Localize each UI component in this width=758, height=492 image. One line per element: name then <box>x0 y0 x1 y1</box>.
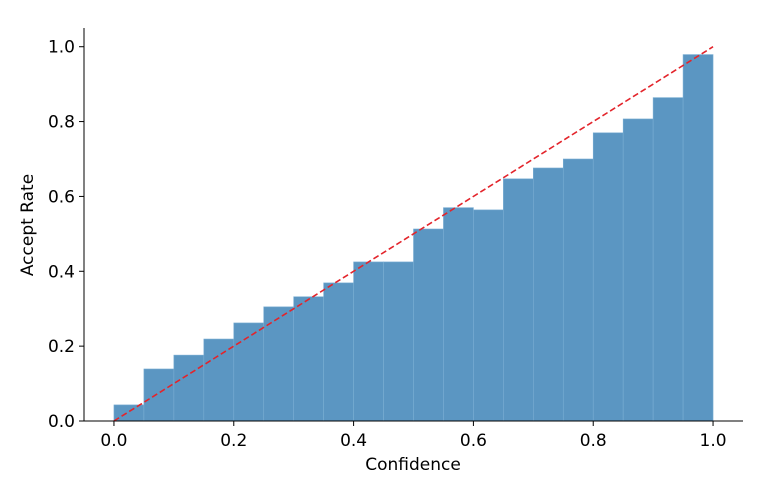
x-axis-label: Confidence <box>365 455 461 475</box>
bar <box>652 97 684 422</box>
bar <box>413 228 444 422</box>
y-tick-label: 1.0 <box>48 38 75 58</box>
y-tick-label: 0.0 <box>48 412 75 432</box>
bar <box>622 118 654 422</box>
bar <box>503 178 534 422</box>
bar <box>473 209 504 422</box>
bar <box>443 207 474 422</box>
bar <box>293 296 324 422</box>
x-tick-label: 0.2 <box>220 431 247 451</box>
bar <box>263 306 294 422</box>
bar <box>173 354 205 422</box>
x-tick-label: 0.8 <box>580 431 607 451</box>
y-tick-label: 0.2 <box>48 337 75 357</box>
bar <box>143 368 175 422</box>
bar <box>353 261 384 422</box>
y-tick-label: 0.8 <box>48 113 75 133</box>
bar <box>203 338 235 422</box>
y-tick-label: 0.6 <box>48 187 75 207</box>
bar <box>562 158 594 422</box>
bar <box>323 282 354 422</box>
x-tick-label: 0.0 <box>100 431 127 451</box>
bar <box>383 261 414 422</box>
x-tick-label: 1.0 <box>700 431 727 451</box>
reference-line <box>113 46 714 422</box>
y-tick-label: 0.4 <box>48 262 75 282</box>
bar <box>592 132 624 422</box>
x-tick-label: 0.6 <box>460 431 487 451</box>
bar <box>533 167 564 422</box>
x-tick-label: 0.4 <box>340 431 367 451</box>
bar <box>682 54 714 422</box>
y-axis-label: Accept Rate <box>18 174 38 276</box>
bar <box>233 322 265 422</box>
